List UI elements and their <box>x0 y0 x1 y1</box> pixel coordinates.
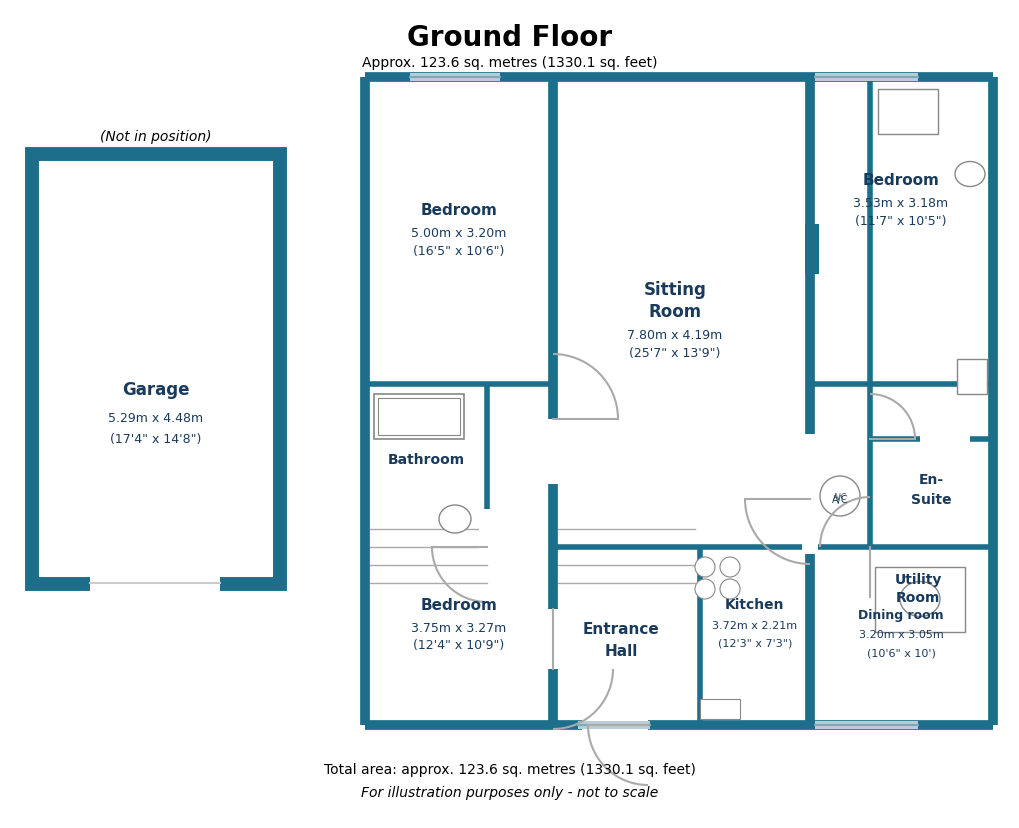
Bar <box>374 394 464 440</box>
Text: Approx. 123.6 sq. metres (1330.1 sq. feet): Approx. 123.6 sq. metres (1330.1 sq. fee… <box>362 56 657 70</box>
Ellipse shape <box>954 162 984 187</box>
Circle shape <box>819 476 859 517</box>
Circle shape <box>719 580 739 599</box>
Bar <box>874 567 964 633</box>
Text: For illustration purposes only - not to scale: For illustration purposes only - not to … <box>361 785 658 799</box>
Bar <box>479 509 494 554</box>
Text: 7.80m x 4.19m: 7.80m x 4.19m <box>627 328 721 341</box>
Bar <box>32 155 280 585</box>
Text: Bedroom: Bedroom <box>420 202 497 217</box>
Text: Ground Floor: Ground Floor <box>407 24 612 52</box>
Text: Room: Room <box>895 590 940 604</box>
Text: Garage: Garage <box>122 381 190 398</box>
Text: Utility: Utility <box>894 572 941 586</box>
Bar <box>699 699 739 720</box>
Text: Bedroom: Bedroom <box>862 172 938 187</box>
Text: Suite: Suite <box>910 493 951 507</box>
Text: Total area: approx. 123.6 sq. metres (1330.1 sq. feet): Total area: approx. 123.6 sq. metres (13… <box>324 762 695 776</box>
Circle shape <box>719 557 739 577</box>
Text: En-: En- <box>917 473 943 486</box>
Ellipse shape <box>438 505 471 533</box>
Bar <box>814 721 917 729</box>
Text: (10'6" x 10'): (10'6" x 10') <box>866 647 934 657</box>
Bar <box>544 420 560 484</box>
Text: (16'5" x 10'6"): (16'5" x 10'6") <box>413 244 504 258</box>
Text: A/C: A/C <box>830 494 848 504</box>
Text: A/C: A/C <box>832 492 847 501</box>
Bar <box>365 78 993 725</box>
Bar <box>919 431 969 447</box>
Bar <box>544 609 560 669</box>
Bar <box>804 224 818 275</box>
Ellipse shape <box>899 582 940 617</box>
Text: Entrance: Entrance <box>582 622 658 637</box>
Bar <box>578 721 649 729</box>
Text: Bathroom: Bathroom <box>387 452 464 466</box>
Bar <box>877 90 937 135</box>
Text: (11'7" x 10'5"): (11'7" x 10'5") <box>854 214 946 227</box>
Text: (12'4" x 10'9"): (12'4" x 10'9") <box>413 638 504 652</box>
Text: Dining room: Dining room <box>857 608 943 621</box>
Text: Bedroom: Bedroom <box>420 597 497 612</box>
Text: 5.00m x 3.20m: 5.00m x 3.20m <box>411 226 506 239</box>
Text: 3.53m x 3.18m: 3.53m x 3.18m <box>853 196 948 209</box>
Bar <box>90 576 220 592</box>
Text: Room: Room <box>648 303 701 320</box>
Text: (12'3" x 7'3"): (12'3" x 7'3") <box>717 638 792 648</box>
Text: (17'4" x 14'8"): (17'4" x 14'8") <box>110 433 202 446</box>
Bar <box>801 435 817 499</box>
Text: 3.75m x 3.27m: 3.75m x 3.27m <box>411 621 506 633</box>
Bar <box>410 74 499 82</box>
Bar <box>378 398 460 436</box>
Text: 3.20m x 3.05m: 3.20m x 3.05m <box>858 629 943 639</box>
Text: 3.72m x 2.21m: 3.72m x 2.21m <box>711 620 797 630</box>
Text: Sitting: Sitting <box>643 281 706 299</box>
Bar <box>814 74 917 82</box>
Bar <box>956 359 986 394</box>
Bar <box>582 717 647 733</box>
Text: (25'7" x 13'9"): (25'7" x 13'9") <box>629 346 720 359</box>
Circle shape <box>694 557 714 577</box>
Text: Hall: Hall <box>603 643 637 659</box>
Text: (Not in position): (Not in position) <box>100 130 212 144</box>
Text: Kitchen: Kitchen <box>725 597 784 611</box>
Text: 5.29m x 4.48m: 5.29m x 4.48m <box>108 411 204 424</box>
Circle shape <box>694 580 714 599</box>
Bar <box>801 499 817 554</box>
